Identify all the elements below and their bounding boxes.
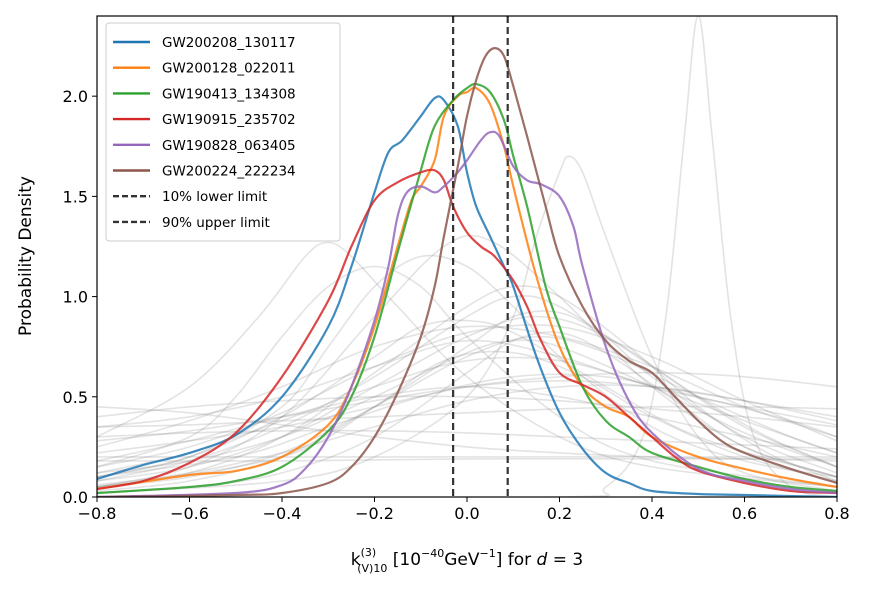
background-series-line bbox=[97, 324, 837, 468]
background-series-line bbox=[97, 339, 837, 474]
x-label-var: d bbox=[537, 550, 548, 570]
x-label-bracket-close: ] for bbox=[496, 550, 537, 570]
x-axis-label: k(3) (V)10 [10−40GeV−1] for d = 3 bbox=[351, 546, 583, 575]
x-label-sup: (3) bbox=[361, 546, 377, 559]
legend-frame bbox=[105, 22, 341, 242]
y-axis-label: Probability Density bbox=[16, 176, 36, 336]
x-label-eq: = 3 bbox=[547, 550, 583, 570]
background-series-line bbox=[97, 457, 837, 462]
background-series-line bbox=[97, 254, 837, 478]
background-series-line bbox=[97, 285, 837, 488]
x-tick-label: −0.6 bbox=[170, 504, 209, 523]
background-series-line bbox=[97, 371, 837, 454]
legend-label: GW190915_235702 bbox=[162, 112, 296, 128]
background-series-line bbox=[97, 241, 837, 488]
y-axis: 0.0 0.5 1.0 1.5 2.0 bbox=[63, 87, 97, 507]
x-tick-label: −0.8 bbox=[78, 504, 117, 523]
x-tick-label: −0.4 bbox=[263, 504, 302, 523]
legend-label: GW190828_063405 bbox=[162, 138, 296, 154]
series-line-gw200224_222234 bbox=[97, 47, 837, 497]
background-series-line bbox=[97, 325, 837, 448]
legend-label: GW200208_130117 bbox=[162, 35, 296, 51]
background-series-group bbox=[97, 16, 837, 497]
y-tick-label: 1.5 bbox=[63, 187, 88, 206]
y-tick-label: 0.0 bbox=[63, 488, 88, 507]
x-label-exp1: −40 bbox=[421, 547, 444, 560]
background-series-line bbox=[97, 310, 837, 488]
x-tick-label: 0.8 bbox=[824, 504, 849, 523]
x-label-base: k bbox=[351, 550, 361, 570]
y-tick-label: 1.0 bbox=[63, 288, 88, 307]
x-tick-label: 0.0 bbox=[454, 504, 479, 523]
background-series-line bbox=[97, 429, 837, 450]
background-series-line bbox=[97, 295, 837, 482]
background-series-line bbox=[97, 406, 837, 462]
x-label-sub: (V)10 bbox=[357, 562, 387, 575]
legend: GW200208_130117 GW200128_022011 GW190413_1… bbox=[105, 22, 341, 242]
background-series-line bbox=[97, 335, 837, 488]
background-series-line bbox=[97, 331, 837, 494]
legend-label: GW200128_022011 bbox=[162, 61, 296, 77]
background-series-line bbox=[97, 315, 837, 482]
y-tick-label: 2.0 bbox=[63, 87, 88, 106]
background-series-line bbox=[97, 339, 837, 428]
x-label-bracket-open: [10 bbox=[387, 550, 421, 570]
background-series-line bbox=[97, 405, 837, 428]
x-tick-label: −0.2 bbox=[355, 504, 394, 523]
series-group bbox=[97, 47, 837, 497]
background-series-line bbox=[97, 265, 837, 488]
x-axis: −0.8 −0.6 −0.4 −0.2 0.0 0.2 0.4 0.6 0.8 bbox=[78, 497, 850, 523]
legend-label: 90% upper limit bbox=[162, 215, 270, 231]
x-tick-label: 0.4 bbox=[639, 504, 664, 523]
x-tick-label: 0.2 bbox=[547, 504, 572, 523]
legend-label: 10% lower limit bbox=[162, 189, 267, 205]
x-tick-label: 0.6 bbox=[732, 504, 757, 523]
series-line-gw190915_235702 bbox=[97, 168, 837, 495]
background-series-line bbox=[97, 373, 837, 478]
background-series-line bbox=[97, 384, 837, 486]
background-series-line bbox=[97, 319, 837, 478]
x-label-mid: GeV bbox=[444, 550, 480, 570]
legend-label: GW190413_134308 bbox=[162, 86, 296, 102]
x-label-exp2: −1 bbox=[480, 547, 496, 560]
background-series-line bbox=[97, 385, 837, 462]
background-series-line bbox=[97, 155, 837, 494]
y-tick-label: 0.5 bbox=[63, 388, 88, 407]
background-series-line bbox=[97, 379, 837, 442]
reference-lines-group bbox=[452, 16, 509, 497]
background-series-line bbox=[97, 395, 837, 428]
series-line-gw190828_063405 bbox=[97, 130, 837, 497]
legend-label: GW200224_222234 bbox=[162, 164, 296, 180]
